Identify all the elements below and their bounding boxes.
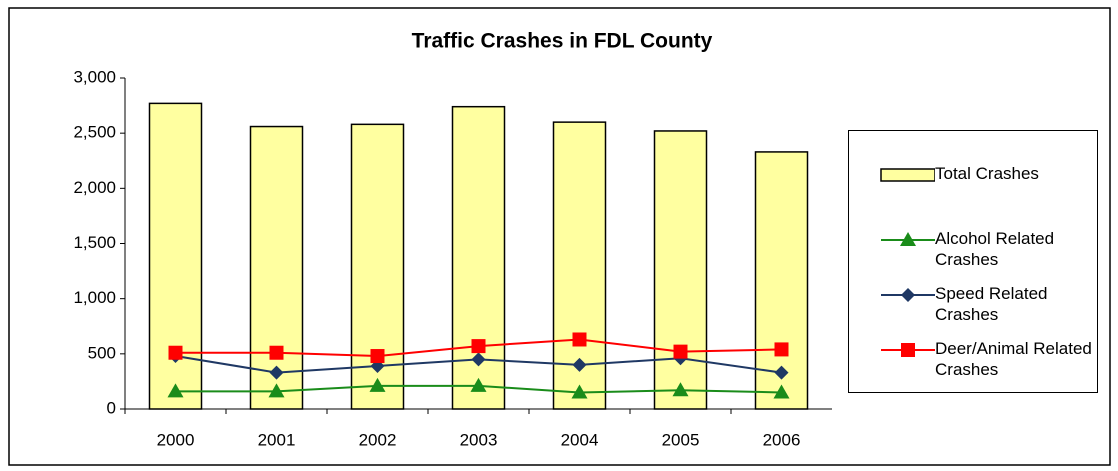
point [470,377,487,392]
y-tick-label: 0 [107,398,116,417]
point [774,342,789,357]
legend-swatch [881,288,935,302]
chart-title: Traffic Crashes in FDL County [412,30,713,53]
point [167,383,184,398]
point [571,384,588,399]
x-tick-label: 2003 [460,430,498,449]
legend-swatch [881,343,935,357]
legend-marker [901,343,915,357]
bar [148,102,203,410]
y-tick-label: 3,000 [73,67,116,86]
y-tick-label: 1,000 [73,288,116,307]
legend-swatch [881,232,935,246]
legend-label: Alcohol Related Crashes [935,229,1055,269]
legend-marker [900,232,916,246]
x-tick-label: 2001 [258,430,296,449]
point [370,349,385,364]
legend-marker [901,288,915,302]
legend-swatch [880,168,935,182]
point [774,365,789,380]
legend-label: Deer/Animal Related Crashes [935,339,1092,379]
legend-item: Total Crashes [849,163,1099,213]
point [572,357,587,372]
point [471,352,486,367]
point [168,345,183,360]
y-tick-label: 1,500 [73,233,116,252]
legend-label: Speed Related Crashes [935,284,1048,324]
point [773,384,790,399]
point [572,332,587,347]
y-tick-label: 500 [88,343,116,362]
point [673,344,688,359]
point [269,345,284,360]
legend: Total Crashes Alcohol Related Crashes Spee… [848,130,1098,393]
bar [653,130,708,410]
point [672,382,689,397]
legend-item: Speed Related Crashes [849,283,1099,333]
legend-item: Alcohol Related Crashes [849,228,1099,278]
x-tick-label: 2000 [157,430,195,449]
point [268,383,285,398]
legend-bar [880,168,935,182]
x-tick-label: 2006 [763,430,801,449]
x-tick-label: 2004 [561,430,599,449]
point [369,377,386,392]
point [471,339,486,354]
legend-item: Deer/Animal Related Crashes [849,338,1099,388]
y-tick-label: 2,000 [73,178,116,197]
y-tick-label: 2,500 [73,123,116,142]
bar [249,125,304,410]
point [269,365,284,380]
x-tick-label: 2002 [359,430,397,449]
legend-label: Total Crashes [935,164,1039,183]
x-tick-label: 2005 [662,430,700,449]
